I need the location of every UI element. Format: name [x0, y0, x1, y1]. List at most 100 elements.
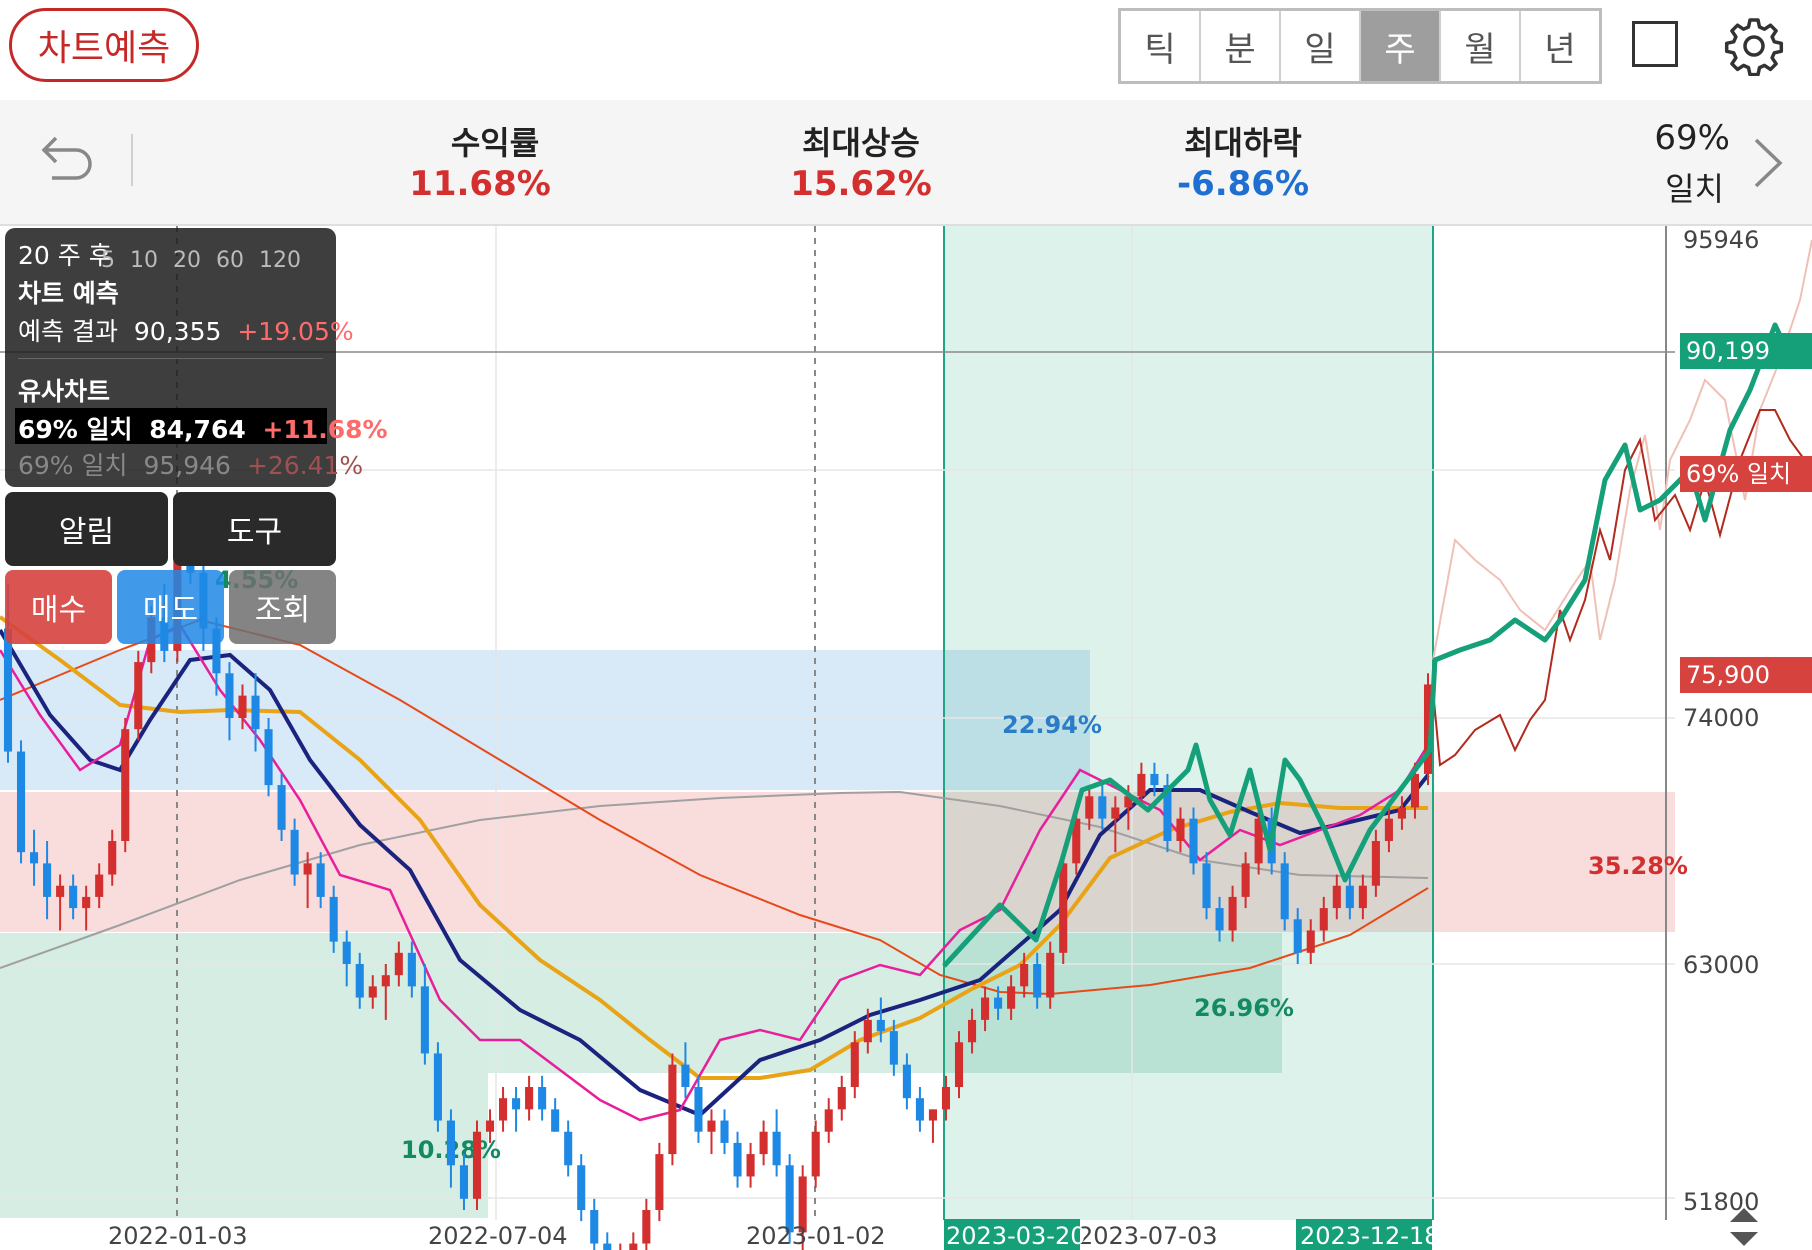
period-tabs: 틱 분 일 주 월 년: [1118, 8, 1602, 84]
candle-body: [459, 1165, 469, 1199]
similar-chart-title: 유사차트: [18, 377, 111, 406]
undo-arrow-icon[interactable]: [38, 132, 94, 188]
similar-row-2-label: 69% 일치: [18, 451, 128, 480]
candle-body: [642, 1210, 651, 1244]
candle-body: [472, 1131, 482, 1199]
candle-body: [342, 941, 351, 964]
candle-body: [290, 829, 299, 875]
candle-body: [134, 662, 143, 730]
tab-tick[interactable]: 틱: [1121, 11, 1201, 81]
candle-body: [1371, 841, 1380, 886]
candle-body: [1111, 807, 1120, 819]
candle-body: [225, 673, 234, 718]
ma-legend: 5 10 20 60 120: [101, 248, 301, 273]
candle-body: [1345, 885, 1354, 909]
similar-row-2[interactable]: 69% 일치 95,946 +26.41%: [18, 446, 363, 482]
y-tick-51800: 51800: [1683, 1188, 1759, 1216]
candle-body: [420, 986, 429, 1054]
candle-body: [994, 997, 1003, 1009]
candle-body: [733, 1142, 742, 1177]
candle-body: [121, 729, 130, 841]
candle-body: [629, 1243, 638, 1250]
candle-body: [407, 952, 416, 987]
candle-body: [564, 1131, 573, 1166]
sell-button[interactable]: 매도: [117, 570, 224, 644]
candle-body: [1423, 684, 1433, 774]
candle-body: [981, 997, 990, 1020]
tab-month[interactable]: 월: [1441, 11, 1521, 81]
tools-button[interactable]: 도구: [173, 492, 336, 566]
similar-row-1-label: 69% 일치: [18, 415, 133, 444]
candle-body: [551, 1109, 560, 1132]
x-tick-1: 2022-01-03: [108, 1222, 247, 1250]
candle-body: [1007, 986, 1016, 1009]
candle-body: [56, 885, 65, 897]
zone-label-pink: 35.28%: [1588, 852, 1688, 880]
similar-row-2-value: 95,946: [143, 451, 231, 480]
candle-body: [1059, 863, 1068, 953]
candle-body: [368, 986, 377, 998]
candle-body: [3, 628, 13, 752]
zone-label-green: 26.96%: [1194, 994, 1294, 1022]
zone-green-left: [0, 1073, 488, 1218]
ma5-line: [0, 623, 1430, 1122]
candle-body: [1358, 885, 1367, 909]
candle-body: [655, 1154, 664, 1210]
candle-body: [798, 1176, 807, 1233]
tab-year[interactable]: 년: [1521, 11, 1599, 81]
candle-body: [837, 1087, 846, 1110]
candle-body: [681, 1064, 690, 1087]
candle-body: [785, 1165, 794, 1233]
candle-body: [43, 863, 52, 897]
max-rise-label: 최대상승: [802, 124, 920, 162]
candle-body: [316, 863, 325, 897]
candle-body: [394, 952, 403, 976]
match-label: 일치: [1665, 170, 1724, 208]
candle-body: [707, 1120, 716, 1132]
similar-chart-faint: [1432, 239, 1812, 661]
price-chart[interactable]: 22.94% 35.28% 26.96% 10.28% 4.55% 2022-0…: [0, 224, 1812, 1250]
y-tick-95946: 95946: [1683, 226, 1759, 254]
alert-button[interactable]: 알림: [5, 492, 168, 566]
x-tick-4: 2023-07-03: [1078, 1222, 1217, 1250]
fullscreen-square-icon[interactable]: [1632, 21, 1678, 67]
candle-body: [95, 874, 104, 897]
candle-body: [668, 1064, 677, 1155]
candle-body: [30, 852, 39, 864]
zone-green-right: [0, 933, 1282, 1073]
candle-body: [1163, 785, 1172, 841]
candle-body: [889, 1031, 898, 1065]
candle-body: [1397, 807, 1406, 819]
candle-body: [264, 729, 273, 786]
zone-blue: [0, 650, 1090, 790]
stat-divider: [131, 134, 133, 186]
candle-body: [69, 885, 78, 909]
candle-body: [512, 1098, 521, 1110]
candle-body: [1085, 796, 1094, 819]
chart-predict-button[interactable]: 차트예측: [9, 8, 199, 82]
candle-body: [1254, 818, 1263, 864]
candle-body: [824, 1109, 833, 1132]
weeks-after-label: 20 주 후: [18, 241, 112, 270]
candle-body: [759, 1131, 768, 1155]
y-tick-74000: 74000: [1683, 704, 1759, 732]
tab-day[interactable]: 일: [1281, 11, 1361, 81]
selected-row-highlight: [15, 408, 327, 444]
candle-body: [1280, 863, 1289, 920]
candle-body: [1215, 908, 1224, 931]
tab-minute[interactable]: 분: [1201, 11, 1281, 81]
stats-bar: [0, 100, 1812, 226]
similar-row-1[interactable]: 69% 일치 84,764 +11.68%: [18, 410, 388, 446]
candle-body: [1384, 818, 1393, 841]
gear-icon[interactable]: [1724, 16, 1784, 76]
highlight-end-label: 2023-12-18: [1300, 1222, 1439, 1250]
candle-body: [1098, 796, 1107, 819]
scroll-updown-icon[interactable]: [1730, 1208, 1758, 1246]
return-value: 11.68%: [409, 164, 551, 204]
predict-result-row: 예측 결과 90,355 +19.05%: [18, 312, 354, 348]
buy-button[interactable]: 매수: [5, 570, 112, 644]
inquiry-button[interactable]: 조회: [229, 570, 336, 644]
tab-week[interactable]: 주: [1361, 11, 1441, 81]
chevron-right-icon[interactable]: [1750, 136, 1786, 190]
candle-body: [525, 1087, 534, 1110]
